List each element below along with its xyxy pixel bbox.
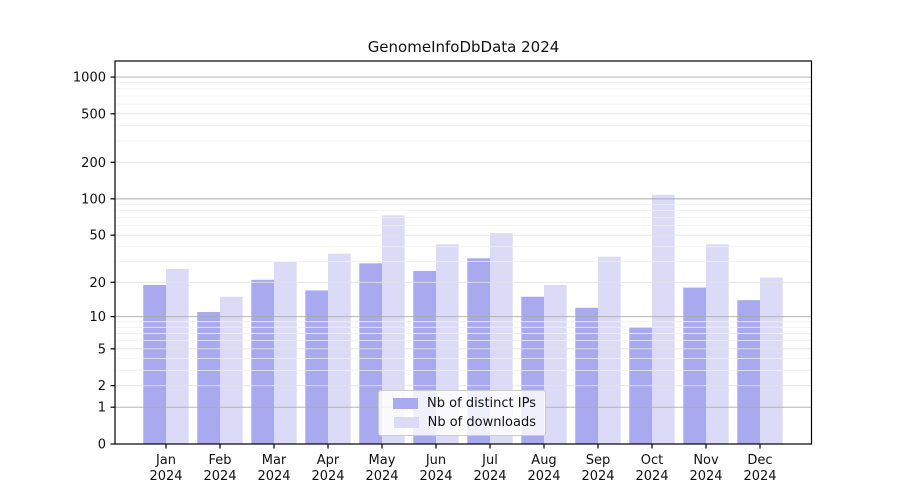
y-tick-label: 2 bbox=[98, 379, 106, 394]
y-tick-label: 200 bbox=[81, 156, 106, 171]
y-tick-label: 0 bbox=[98, 438, 106, 453]
legend-item-distinct-ips: Nb of distinct IPs bbox=[387, 396, 536, 411]
y-tick-label: 10 bbox=[89, 310, 106, 325]
y-tick-label: 5 bbox=[98, 342, 106, 357]
x-tick-label-month: Sep bbox=[586, 453, 611, 468]
legend-swatch-distinct-ips bbox=[393, 398, 419, 409]
bar-downloads-dec bbox=[760, 277, 783, 444]
x-tick-label-year: 2024 bbox=[257, 469, 290, 484]
bar-distinct-ips-mar bbox=[251, 279, 274, 444]
x-tick-label-month: Jun bbox=[425, 453, 446, 468]
y-tick-label: 1000 bbox=[73, 71, 106, 86]
legend-label-distinct-ips: Nb of distinct IPs bbox=[427, 396, 536, 411]
bar-distinct-ips-dec bbox=[737, 300, 760, 444]
bar-distinct-ips-nov bbox=[683, 287, 706, 444]
y-tick-label: 1 bbox=[98, 401, 106, 416]
x-tick-label-year: 2024 bbox=[419, 469, 452, 484]
x-tick-label-year: 2024 bbox=[311, 469, 344, 484]
x-tick-label-month: Oct bbox=[641, 453, 663, 468]
bar-downloads-nov bbox=[706, 244, 729, 444]
y-tick-label: 100 bbox=[81, 192, 106, 207]
x-tick-label-month: Mar bbox=[262, 453, 287, 468]
y-tick-label: 50 bbox=[89, 229, 106, 244]
bar-downloads-jan bbox=[166, 268, 189, 444]
legend-label-downloads: Nb of downloads bbox=[427, 415, 536, 430]
y-tick-label: 500 bbox=[81, 107, 106, 122]
legend-item-downloads: Nb of downloads bbox=[387, 415, 536, 430]
chart-title: GenomeInfoDbData 2024 bbox=[367, 38, 560, 56]
x-tick-label-month: Nov bbox=[693, 453, 719, 468]
legend-swatch-downloads bbox=[393, 417, 419, 428]
bar-distinct-ips-may bbox=[359, 263, 382, 444]
x-tick-label-year: 2024 bbox=[689, 469, 722, 484]
bar-distinct-ips-feb bbox=[197, 312, 220, 444]
x-tick-label-year: 2024 bbox=[581, 469, 614, 484]
x-tick-label-year: 2024 bbox=[527, 469, 560, 484]
x-tick-label-month: May bbox=[369, 453, 396, 468]
bar-distinct-ips-apr bbox=[305, 290, 328, 444]
x-tick-label-month: Jan bbox=[155, 453, 176, 468]
x-tick-label-year: 2024 bbox=[635, 469, 668, 484]
bar-downloads-aug bbox=[544, 284, 567, 444]
legend: Nb of distinct IPs Nb of downloads bbox=[378, 390, 546, 436]
x-tick-label-year: 2024 bbox=[365, 469, 398, 484]
x-tick-label-year: 2024 bbox=[149, 469, 182, 484]
x-tick-label-month: Dec bbox=[747, 453, 772, 468]
x-tick-label-year: 2024 bbox=[203, 469, 236, 484]
x-tick-label-month: Aug bbox=[531, 453, 556, 468]
bar-distinct-ips-sep bbox=[575, 307, 598, 444]
bar-downloads-oct bbox=[652, 194, 675, 444]
plot-border bbox=[114, 60, 813, 445]
bar-downloads-may bbox=[382, 215, 405, 444]
bar-distinct-ips-jan bbox=[143, 284, 166, 444]
x-tick-label-year: 2024 bbox=[743, 469, 776, 484]
x-tick-label-month: Feb bbox=[208, 453, 231, 468]
bar-downloads-sep bbox=[598, 256, 621, 444]
x-tick-label-month: Apr bbox=[317, 453, 340, 468]
x-tick-label-year: 2024 bbox=[473, 469, 506, 484]
y-tick-label: 20 bbox=[89, 276, 106, 291]
bar-downloads-mar bbox=[274, 261, 297, 444]
x-tick-label-month: Jul bbox=[481, 453, 498, 468]
